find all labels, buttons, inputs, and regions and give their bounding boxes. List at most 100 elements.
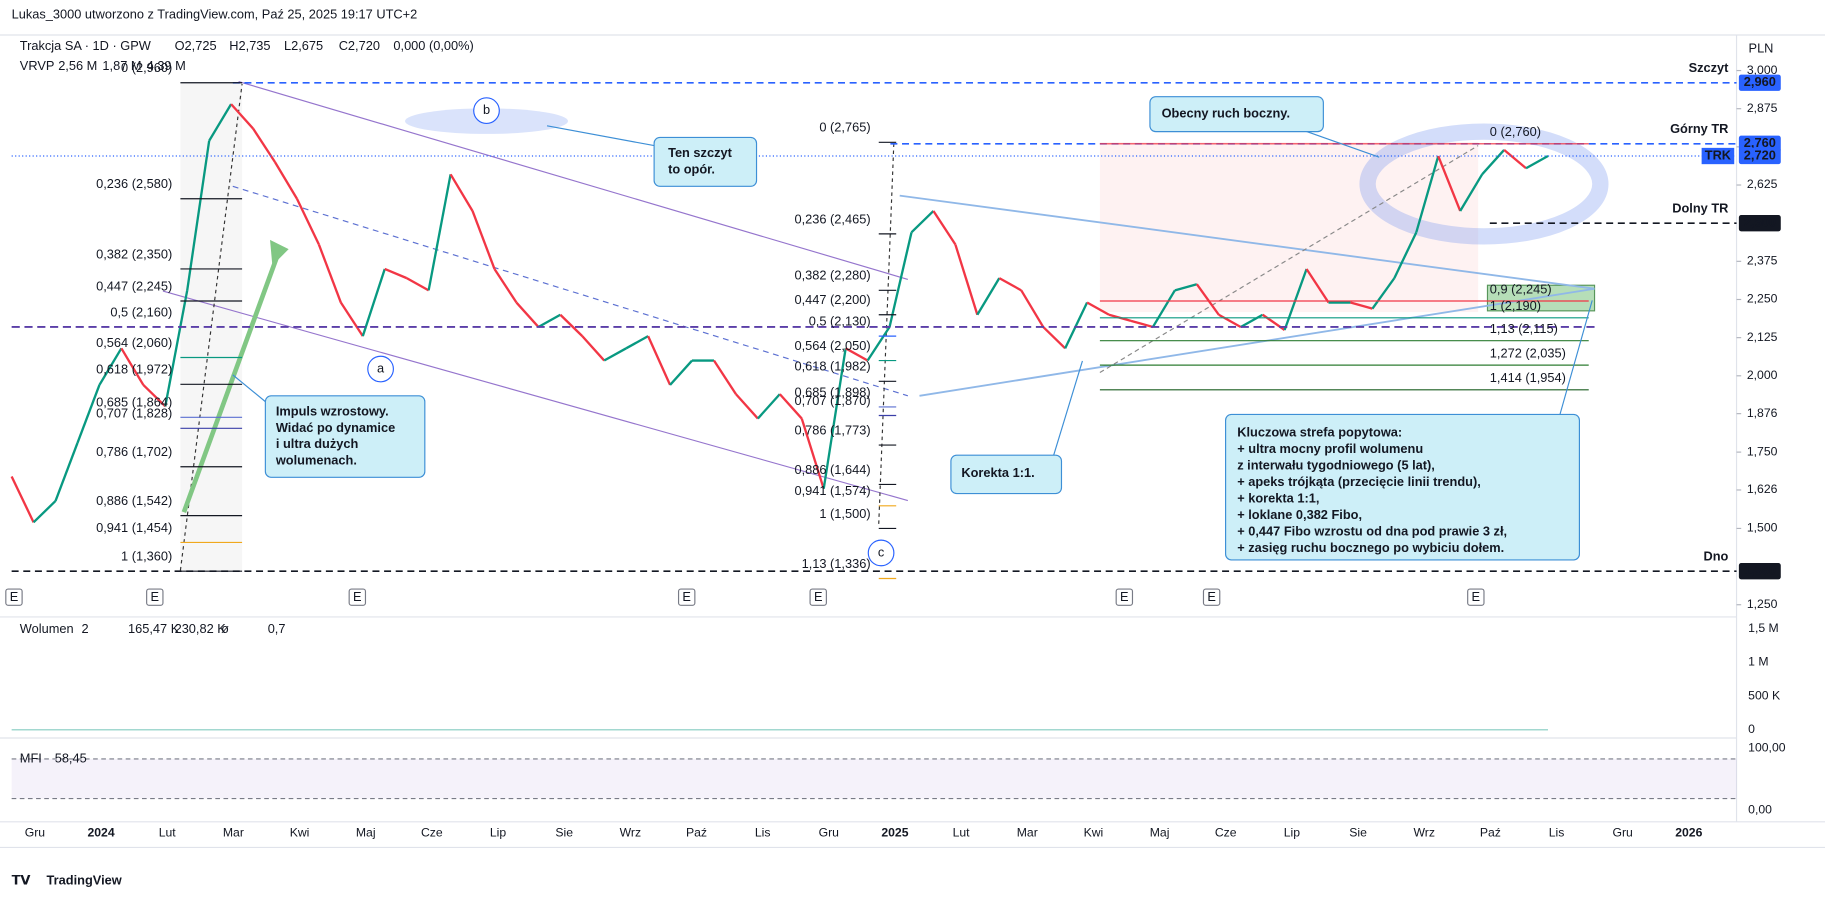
earnings-mark: E	[1120, 589, 1129, 604]
note-text: + apeks trójkąta (przecięcie linii trend…	[1237, 474, 1481, 489]
price-segment	[822, 348, 847, 489]
fib-label: 0,618 (1,982)	[794, 359, 870, 374]
x-tick-label: Kwi	[290, 826, 310, 840]
price-segment	[954, 244, 979, 316]
price-segment	[603, 347, 627, 362]
level-name: Dolny TR	[1672, 201, 1728, 216]
note-pointer	[1303, 129, 1380, 158]
y-tick-label: 1,250	[1747, 597, 1778, 611]
price-segment	[1283, 268, 1308, 331]
x-tick-label: Wrz	[1413, 826, 1434, 840]
note-box	[653, 136, 758, 187]
price-tag-label: 2,960	[1744, 74, 1776, 89]
price-segment	[76, 384, 101, 444]
mfi-legend: 58,45	[55, 750, 87, 765]
level-name: Dno	[1704, 549, 1729, 564]
price-segment	[800, 418, 825, 490]
price-segment	[888, 232, 913, 328]
price-segment	[361, 268, 386, 337]
wave-label: b	[483, 102, 490, 117]
price-tag	[1738, 563, 1781, 580]
note-box	[264, 395, 426, 478]
note-text: Obecny ruch boczny.	[1162, 106, 1290, 121]
note-box	[1225, 413, 1580, 561]
price-segment	[625, 335, 649, 350]
note-text: Korekta 1:1.	[961, 465, 1034, 480]
x-tick-label: Paź	[686, 826, 707, 840]
volume-legend: 165,47 K	[128, 621, 180, 636]
y-tick-label: 1,876	[1747, 406, 1778, 420]
fib-label: 1,272 (2,035)	[1490, 345, 1566, 360]
vrvp: VRVP	[20, 58, 55, 73]
fib-label: 0,786 (1,773)	[794, 423, 870, 438]
note-pointer	[232, 374, 266, 403]
note-pointer	[546, 125, 655, 147]
x-tick-label: Maj	[1150, 826, 1170, 840]
price-segment	[406, 277, 430, 292]
volume-axis-label: 1,5 M	[1748, 621, 1779, 635]
x-tick-label: Lut	[159, 826, 177, 840]
note-text: wolumenach.	[275, 452, 357, 467]
price-segment	[581, 335, 606, 362]
ohlc: C2,720	[339, 38, 380, 53]
fib-label: 0,236 (2,580)	[96, 176, 172, 191]
fib-label: 0,5 (2,130)	[809, 314, 871, 329]
fib-label: 1 (1,360)	[121, 549, 172, 564]
channel-line	[162, 290, 909, 502]
x-tick-label: 2026	[1675, 826, 1702, 840]
price-segment	[1415, 155, 1440, 233]
fib-label: 0,886 (1,644)	[794, 462, 870, 477]
fib-label: 1,13 (1,336)	[802, 556, 871, 571]
price-segment	[932, 210, 957, 246]
logo-mark: 𝗧𝗩	[12, 873, 31, 888]
x-tick-label: Mar	[1017, 826, 1038, 840]
price-segment	[274, 161, 298, 200]
price-segment	[866, 326, 891, 362]
note-pointer	[1559, 300, 1593, 416]
price-segment	[1525, 155, 1549, 170]
earnings-mark: E	[10, 589, 19, 604]
note-text: Impuls wzrostowy.	[276, 403, 389, 418]
price-segment	[252, 127, 276, 163]
note-text: + loklane 0,382 Fibo,	[1237, 507, 1362, 522]
fib-label: 0,941 (1,454)	[96, 520, 172, 535]
y-tick-label: 2,125	[1747, 330, 1778, 344]
fib-label: 0,886 (1,542)	[96, 493, 172, 508]
price-segment	[186, 140, 211, 291]
x-tick-label: Lis	[755, 826, 771, 840]
wave-circle	[473, 97, 500, 125]
volume-axis-label: 500 K	[1748, 688, 1781, 702]
x-tick-label: Wrz	[620, 826, 642, 840]
price-segment	[1437, 155, 1462, 212]
fib-label: 1 (1,500)	[819, 506, 870, 521]
price-segment	[1503, 149, 1527, 170]
fib-label: 0,447 (2,245)	[96, 278, 172, 293]
earnings-mark: E	[814, 589, 823, 604]
fib-label: 0 (2,765)	[819, 120, 870, 135]
earnings-box	[146, 588, 164, 606]
price-segment	[669, 359, 693, 386]
vrvp-value: 2,56 M	[58, 58, 97, 73]
volume-axis-label: 1 M	[1748, 655, 1768, 669]
price-segment	[910, 210, 935, 234]
earnings-box	[1202, 588, 1221, 606]
x-tick-label: Lip	[490, 826, 507, 840]
x-tick-label: Mar	[223, 826, 244, 840]
x-tick-label: 2025	[881, 826, 908, 840]
price-segment	[164, 290, 189, 407]
wave-label: a	[377, 360, 385, 375]
price-segment	[230, 103, 254, 130]
volume-legend: 230,82 K	[175, 621, 227, 636]
price-tag	[1738, 147, 1781, 165]
trend-line	[899, 194, 1595, 290]
x-tick-label: Cze	[421, 826, 443, 840]
price-segment	[471, 210, 496, 270]
fib-label: 0 (2,960)	[121, 60, 172, 75]
volume-legend: 2	[81, 621, 88, 636]
x-tick-label: Gru	[25, 826, 45, 840]
fib-label: 0,5 (2,160)	[110, 304, 172, 319]
earnings-mark: E	[1472, 589, 1481, 604]
tag-text: TRK	[1705, 147, 1732, 162]
currency: PLN	[1749, 40, 1774, 55]
level-name: Górny TR	[1670, 121, 1728, 136]
